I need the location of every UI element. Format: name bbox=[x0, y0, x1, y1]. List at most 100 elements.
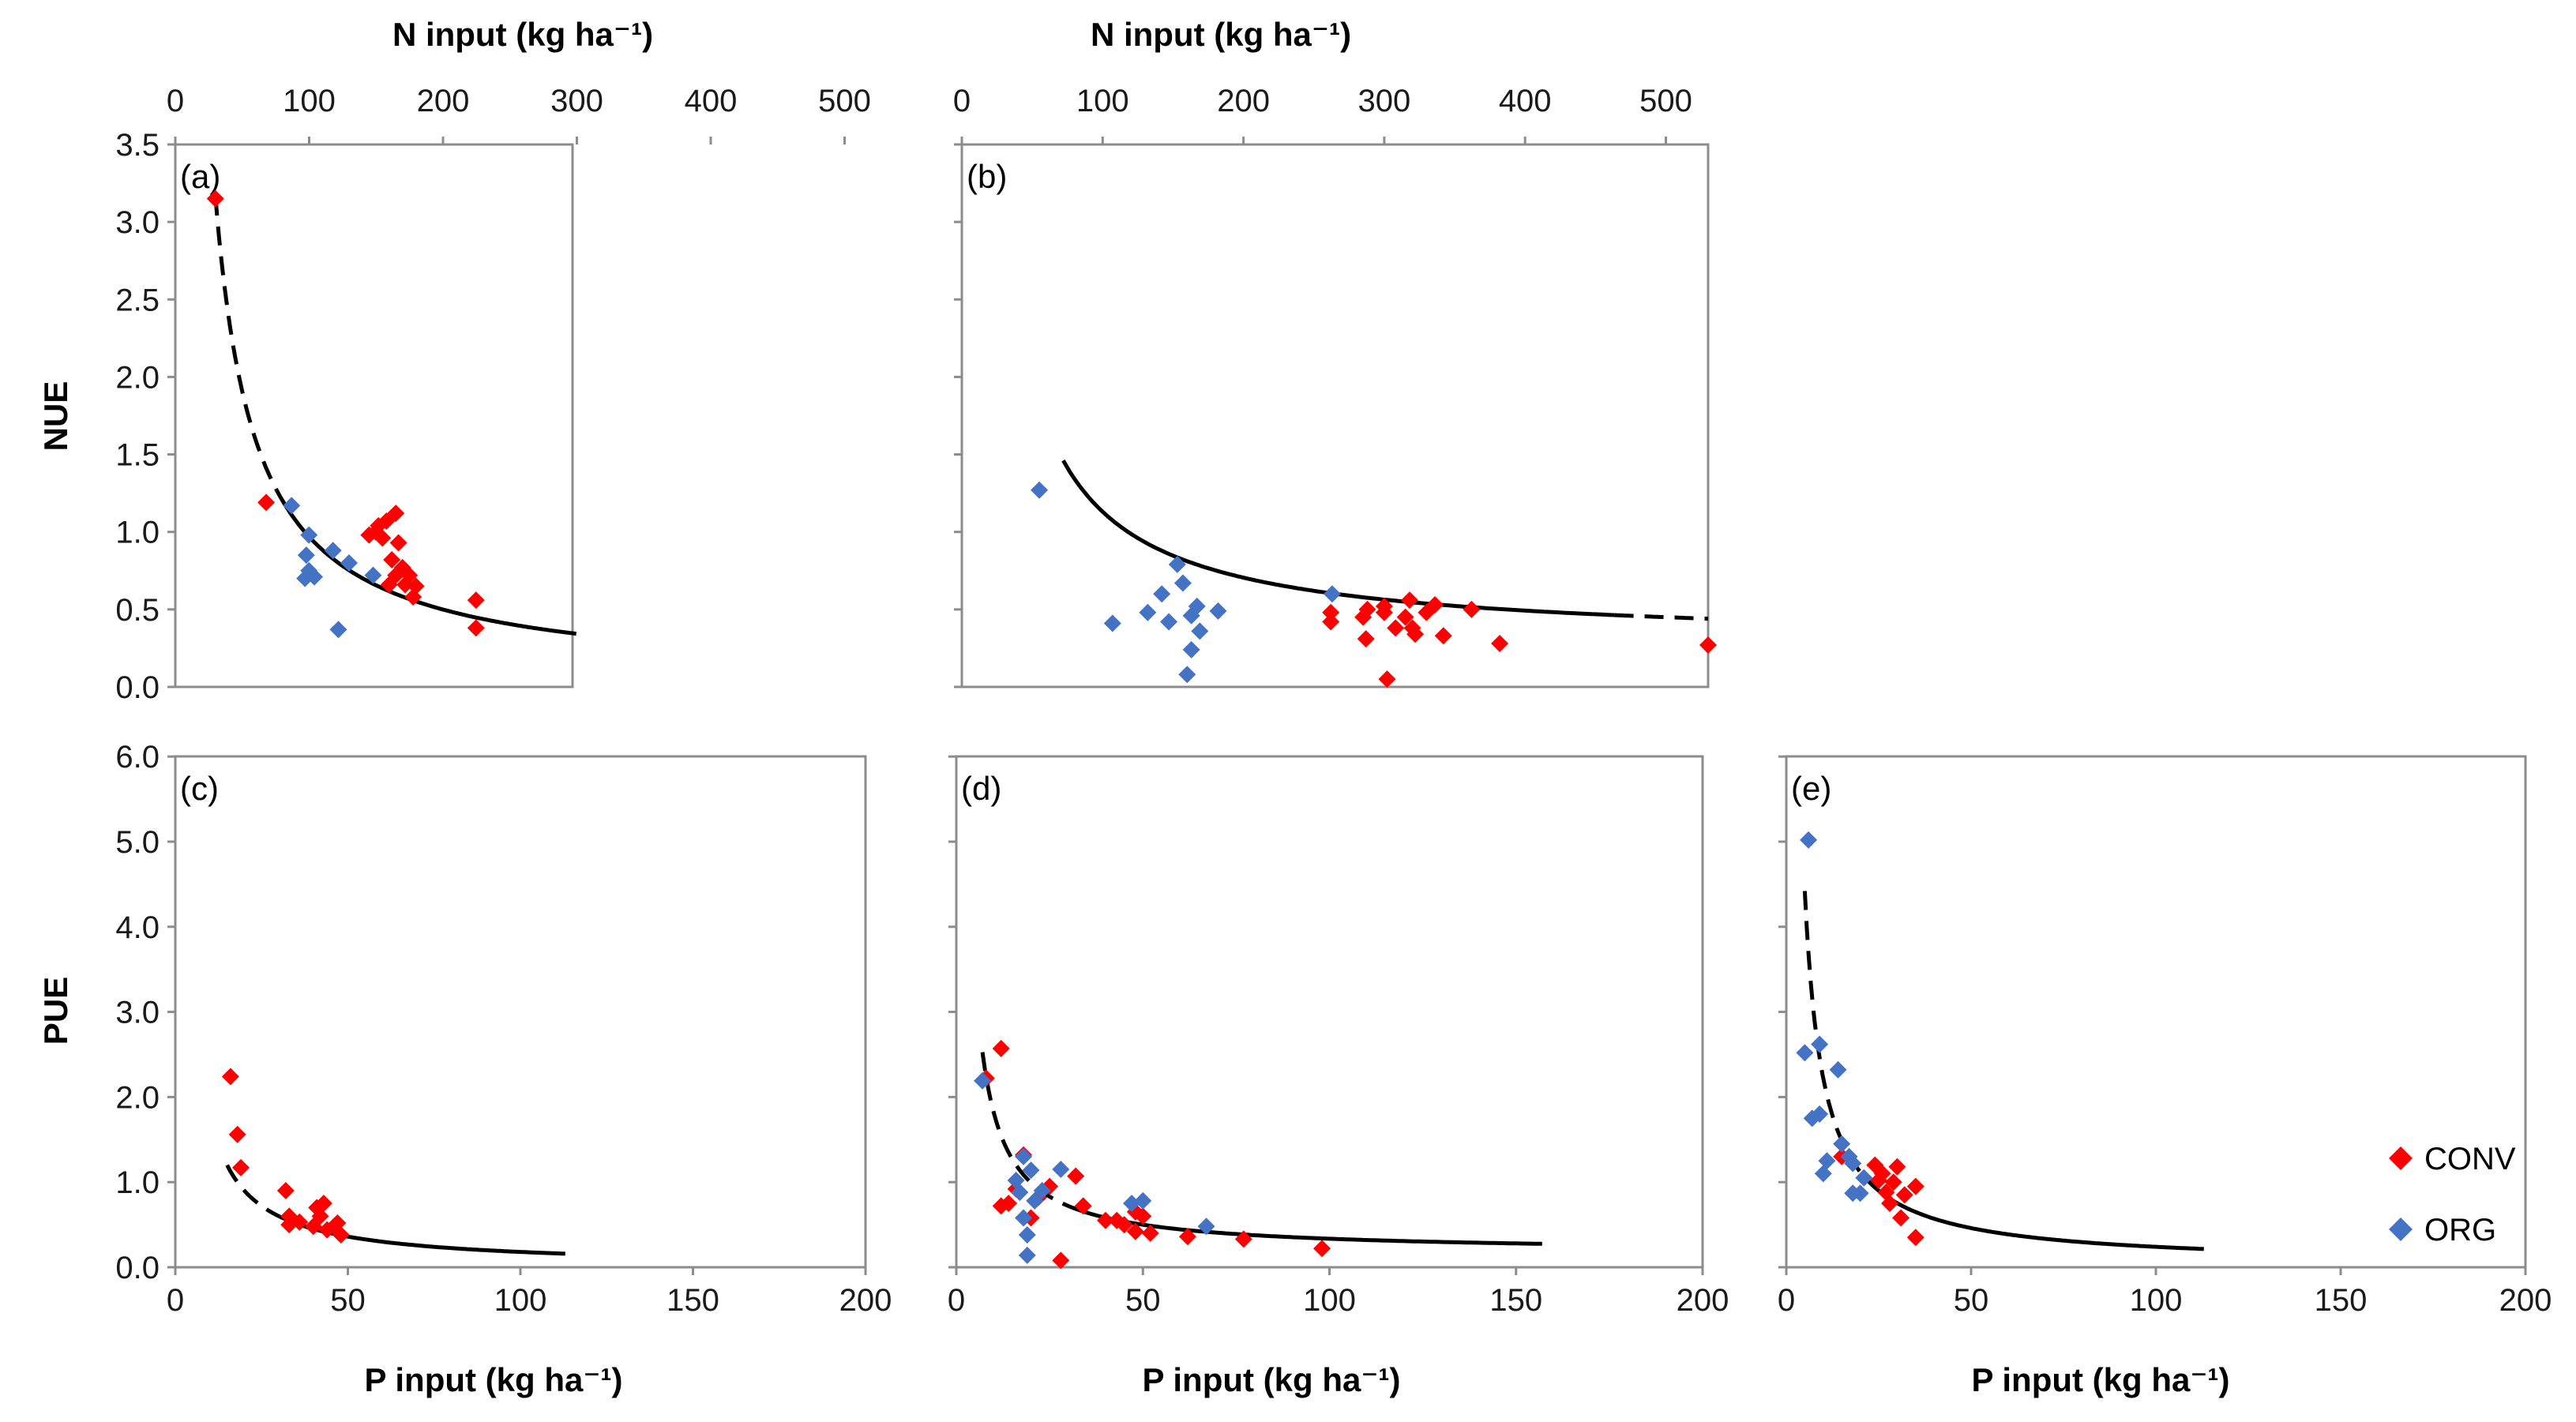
org-point bbox=[283, 497, 301, 515]
plot-frame bbox=[174, 143, 574, 688]
org-point bbox=[1844, 1154, 1862, 1172]
y-tick-label: 1.0 bbox=[115, 1165, 160, 1200]
y-tick-label: 0.0 bbox=[115, 1251, 160, 1285]
org-point bbox=[364, 566, 382, 584]
org-point bbox=[1052, 1161, 1070, 1179]
x-tick-label: 50 bbox=[330, 1283, 366, 1318]
x-tick-label: 100 bbox=[2130, 1283, 2183, 1318]
x-tick-label: 500 bbox=[1639, 84, 1692, 118]
conv-point bbox=[1895, 1186, 1913, 1204]
org-point bbox=[1139, 603, 1157, 621]
conv-point bbox=[1888, 1157, 1906, 1176]
org-point bbox=[1188, 597, 1206, 615]
panel-letter: (e) bbox=[1791, 770, 1831, 807]
org-point bbox=[1015, 1147, 1033, 1165]
conv-point bbox=[1126, 1222, 1144, 1240]
y-tick-label: 3.0 bbox=[115, 996, 160, 1030]
conv-point bbox=[1134, 1207, 1152, 1225]
x-tick-label: 100 bbox=[1076, 84, 1129, 118]
conv-point bbox=[206, 189, 224, 208]
conv-point bbox=[1378, 670, 1396, 688]
legend: CONV ORG bbox=[2389, 1142, 2516, 1248]
conv-point bbox=[400, 566, 419, 584]
org-point bbox=[1829, 1060, 1847, 1079]
org-point bbox=[1011, 1184, 1029, 1202]
org-point bbox=[1015, 1209, 1033, 1227]
conv-point bbox=[1906, 1177, 1924, 1195]
x-tick-label: 400 bbox=[685, 84, 738, 118]
y-tick-label: 0.5 bbox=[115, 593, 160, 628]
conv-point bbox=[1313, 1240, 1331, 1258]
conv-point bbox=[1097, 1211, 1114, 1229]
x-tick-label: 200 bbox=[1217, 84, 1270, 118]
panel-a: 0 100 200 300 400 500 0.0 0.5 1.0 1.5 2.0 2.5 3.0 3.5… bbox=[115, 84, 870, 705]
conv-point bbox=[1463, 600, 1481, 618]
org-point bbox=[1134, 1191, 1152, 1210]
bottom-axis-title-c: P input (kg ha⁻¹) bbox=[364, 1361, 622, 1398]
x-tick-label: 200 bbox=[2499, 1283, 2552, 1318]
conv-point bbox=[1699, 636, 1717, 654]
x-tick-label: 0 bbox=[953, 84, 971, 118]
org-point bbox=[1209, 602, 1227, 620]
conv-point bbox=[1906, 1229, 1924, 1247]
conv-point bbox=[387, 505, 405, 523]
x-tick-label: 200 bbox=[839, 1283, 892, 1318]
pue-axis-title: PUE bbox=[37, 977, 74, 1045]
x-tick-label: 150 bbox=[1489, 1283, 1542, 1318]
plot-frame bbox=[960, 143, 1710, 688]
top-axis-title-a: N input (kg ha⁻¹) bbox=[392, 16, 653, 53]
conv-point bbox=[257, 493, 276, 512]
x-tick-label: 0 bbox=[1778, 1283, 1795, 1318]
org-point bbox=[1018, 1246, 1036, 1264]
org-point bbox=[1796, 1044, 1814, 1062]
conv-point bbox=[1052, 1251, 1070, 1270]
org-point bbox=[329, 621, 347, 639]
x-tick-label: 100 bbox=[1303, 1283, 1356, 1318]
conv-point bbox=[1178, 1228, 1196, 1246]
org-point bbox=[1018, 1226, 1036, 1244]
fit-curve bbox=[1068, 1204, 1542, 1246]
x-tick-label: 500 bbox=[818, 84, 871, 118]
conv-point bbox=[383, 551, 401, 569]
org-point bbox=[1851, 1184, 1869, 1203]
bottom-axis-title-e: P input (kg ha⁻¹) bbox=[1971, 1361, 2229, 1398]
org-point bbox=[1173, 574, 1192, 592]
y-tick-label: 2.0 bbox=[115, 360, 160, 395]
y-tick-label: 1.5 bbox=[115, 438, 160, 473]
panel-e: 0 50 100 150 200 (e) bbox=[1778, 755, 2552, 1318]
conv-point bbox=[1491, 635, 1509, 653]
panel-letter: (c) bbox=[180, 770, 219, 807]
conv-point bbox=[1322, 603, 1340, 621]
conv-point bbox=[314, 1195, 332, 1213]
y-tick-label: 2.5 bbox=[115, 283, 160, 317]
conv-point bbox=[332, 1226, 350, 1244]
x-tick-label: 50 bbox=[1954, 1283, 1989, 1318]
legend-org-label: ORG bbox=[2424, 1213, 2496, 1248]
conv-point bbox=[1387, 619, 1405, 637]
top-axis-title-b: N input (kg ha⁻¹) bbox=[1091, 16, 1351, 53]
org-point bbox=[1814, 1165, 1832, 1183]
conv-point bbox=[1357, 630, 1375, 648]
org-point bbox=[1160, 613, 1178, 631]
conv-point bbox=[992, 1039, 1010, 1057]
org-point bbox=[1153, 585, 1171, 603]
conv-point bbox=[1892, 1209, 1910, 1227]
x-tick-label: 0 bbox=[167, 1283, 184, 1318]
x-tick-label: 0 bbox=[167, 84, 184, 118]
panel-letter: (b) bbox=[967, 158, 1007, 195]
org-point bbox=[1103, 614, 1121, 632]
y-tick-label: 4.0 bbox=[115, 910, 160, 945]
legend-conv-marker bbox=[2389, 1146, 2413, 1170]
conv-point bbox=[1234, 1230, 1252, 1248]
bottom-axis-title-d: P input (kg ha⁻¹) bbox=[1142, 1361, 1400, 1398]
conv-point bbox=[389, 534, 407, 552]
org-point bbox=[1022, 1161, 1040, 1180]
conv-point bbox=[291, 1213, 309, 1231]
nue-axis-title: NUE bbox=[37, 381, 74, 452]
x-tick-label: 150 bbox=[667, 1283, 719, 1318]
x-tick-label: 300 bbox=[1358, 84, 1411, 118]
x-tick-label: 50 bbox=[1125, 1283, 1161, 1318]
conv-point bbox=[1115, 1216, 1133, 1234]
y-tick-label: 1.0 bbox=[115, 516, 160, 550]
